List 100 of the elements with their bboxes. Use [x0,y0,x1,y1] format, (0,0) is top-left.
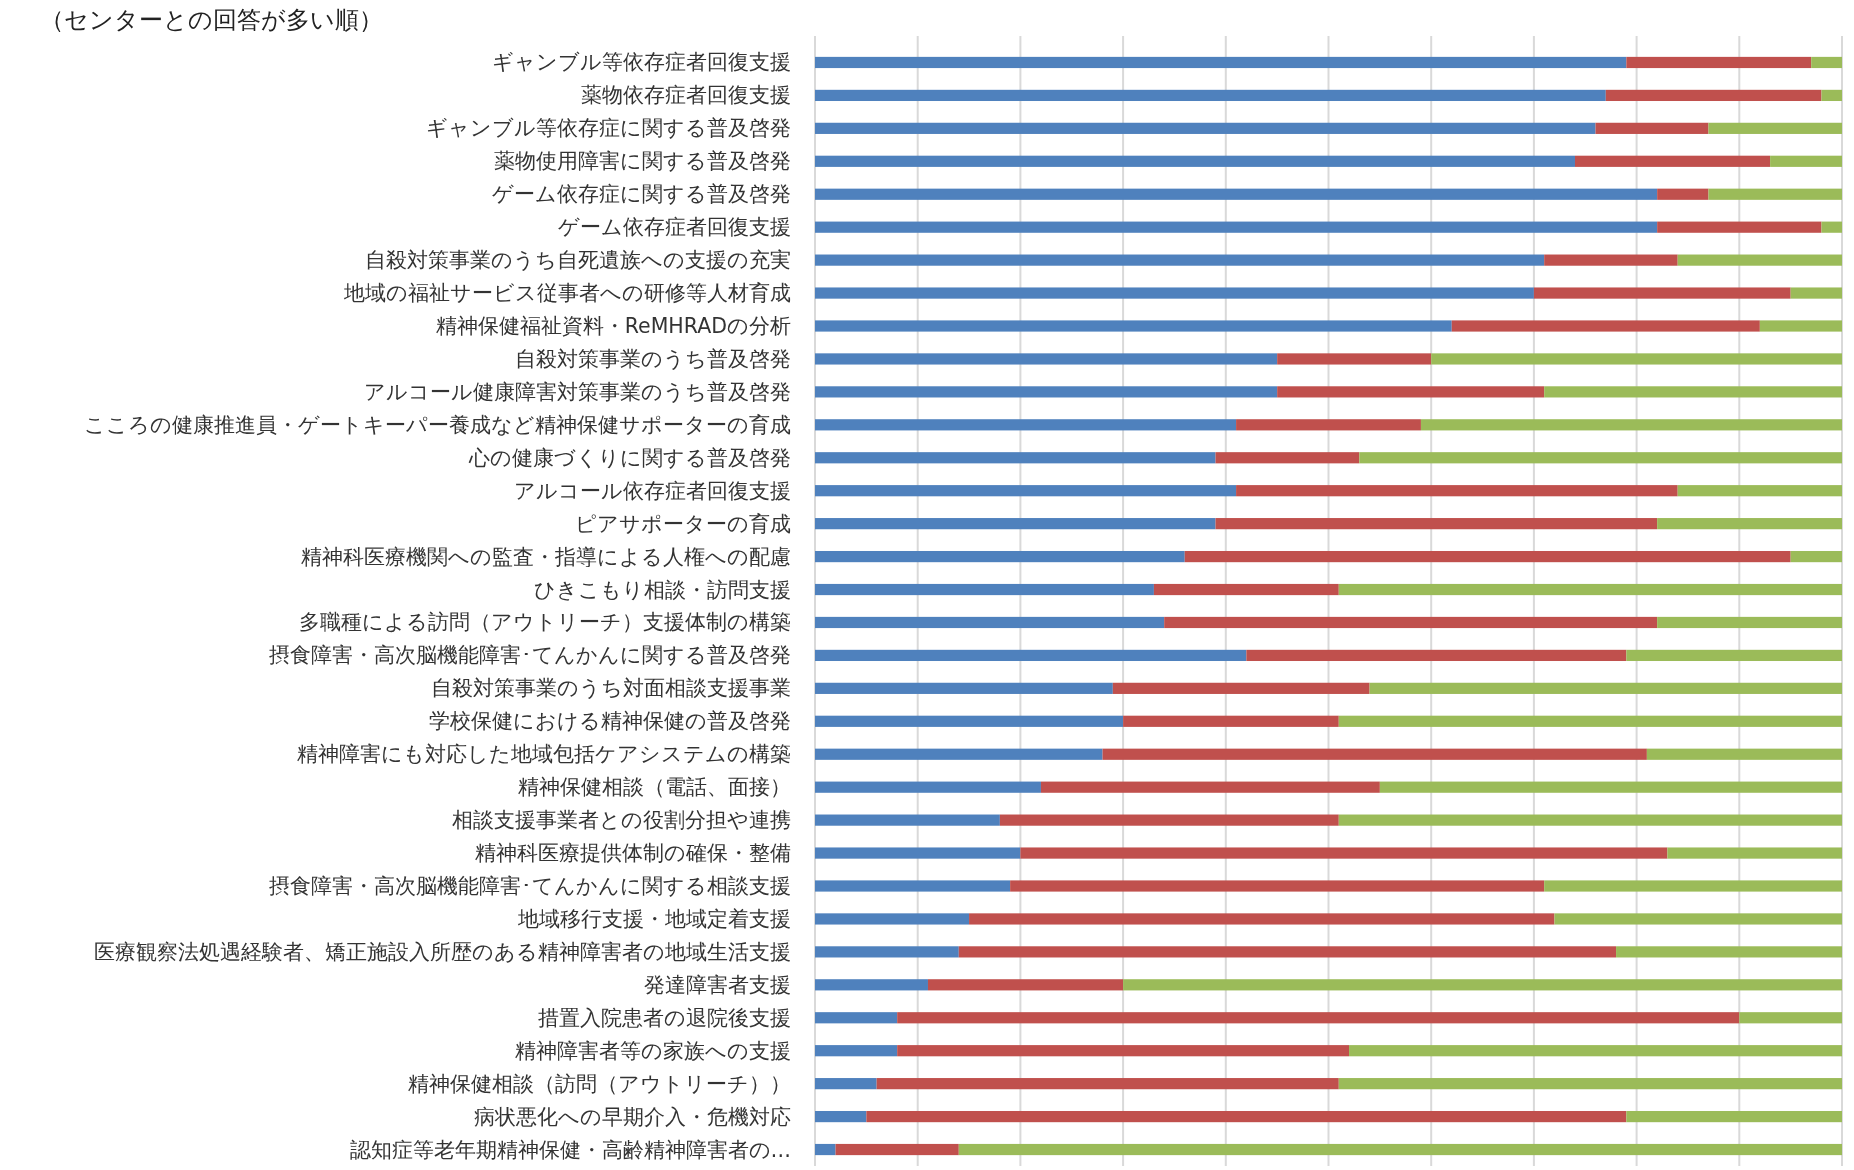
y-tick-label: 地域の福祉サービス従事者への研修等人材育成 [343,281,791,306]
y-tick-label: 自殺対策事業のうち対面相談支援事業 [431,676,791,701]
bar [815,946,959,958]
bar [866,1110,1627,1123]
bar [1236,485,1678,497]
bar [999,814,1339,826]
y-tick-label: アルコール健康障害対策事業のうち普及啓発 [364,379,791,404]
y-tick-label: 発達障害者支援 [644,972,791,997]
bar [1338,583,1842,596]
bar [1667,847,1842,859]
y-tick-label: 薬物依存症者回復支援 [581,83,791,108]
bar [1102,748,1647,760]
y-tick-label: 多職種による訪問（アウトリーチ）支援体制の構築 [299,610,791,635]
y-tick-label: ひきこもり相談・訪問支援 [534,577,791,602]
bar [1215,452,1360,464]
bar [1677,254,1842,266]
y-tick-label: 措置入院患者の退院後支援 [538,1005,791,1030]
y-tick-label: 薬物使用障害に関する普及啓発 [494,149,791,174]
y-tick-label: 学校保健における精神保健の普及啓発 [429,709,791,734]
bar [815,1012,898,1024]
bar [969,913,1555,925]
y-tick-label: ゲーム依存症に関する普及啓発 [492,182,791,207]
bar [1708,188,1842,200]
bar [1790,550,1842,563]
bar [1277,353,1432,365]
bar [1544,386,1842,398]
bar [1184,550,1791,563]
bar [815,56,1627,69]
y-tick-label: 精神障害にも対応した地域包括ケアシステムの構築 [297,742,791,767]
y-tick-label: アルコール依存症者回復支援 [514,478,791,503]
bar [815,254,1545,266]
bar [1544,880,1842,892]
bar [815,682,1113,694]
bar [815,1045,898,1057]
bar [835,1143,959,1156]
bar [1770,155,1842,167]
bar [1544,254,1678,266]
bar [1626,649,1842,662]
bar [1605,89,1822,102]
y-tick-label: 相談支援事業者との役割分担や連携 [452,808,791,833]
bar [815,518,1216,530]
bar [1646,748,1842,760]
y-tick-label: 摂食障害・高次脳機能障害･てんかんに関する相談支援 [269,874,791,898]
bar [1338,715,1842,727]
bar [1626,56,1812,69]
y-tick-label: 摂食障害・高次脳機能障害･てんかんに関する普及啓発 [269,643,791,668]
bar [876,1078,1339,1090]
bar [1821,221,1842,233]
bar [1338,1078,1842,1090]
bar [1451,320,1760,332]
bar [1010,880,1545,892]
bar [1821,89,1842,102]
bar [815,814,1000,826]
bar [815,649,1247,662]
bar [1657,221,1822,233]
bar [1431,353,1842,365]
bar [1215,518,1658,530]
bar [815,781,1041,793]
y-tick-label: ゲーム依存症者回復支援 [558,215,791,240]
bar [815,847,1021,859]
bar [815,386,1278,398]
bar [815,485,1237,497]
bar [815,616,1165,629]
y-tick-label: ピアサポーターの育成 [575,511,791,536]
bar [1790,287,1842,299]
bar [815,320,1452,332]
bar [1236,419,1421,431]
bar [1153,583,1339,596]
bar [958,946,1617,958]
y-tick-label: 精神保健相談（訪問（アウトリーチ）） [408,1071,791,1096]
bar [1359,452,1842,464]
bar [1123,979,1842,991]
bar [1040,781,1380,793]
y-tick-label: 自殺対策事業のうち自死遺族への支援の充実 [365,248,791,273]
bar [815,550,1185,563]
y-tick-label: 精神保健福祉資料・ReMHRADの分析 [435,314,791,338]
bar [815,1078,877,1090]
bar [1246,649,1627,662]
bar [1379,781,1842,793]
bar [1123,715,1339,727]
bar [815,1143,836,1156]
bar [1677,485,1842,497]
bar [815,979,928,991]
y-tick-label: 精神保健相談（電話、面接） [518,775,791,800]
bar [1277,386,1545,398]
bar [1554,913,1842,925]
bar [897,1045,1350,1057]
bar [1338,814,1842,826]
y-tick-label: 精神科医療機関への監査・指導による人権への配慮 [301,544,791,569]
bar [1164,616,1658,629]
bar [927,979,1124,991]
bar [1616,946,1842,958]
bar [1020,847,1668,859]
y-tick-label: 精神障害者等の家族への支援 [515,1038,791,1063]
bar [815,155,1575,167]
bar [815,1110,867,1123]
bar [815,583,1154,596]
bar [815,287,1534,299]
bar [815,715,1124,727]
y-tick-label: こころの健康推進員・ゲートキーパー養成など精神保健サポーターの育成 [84,412,791,437]
